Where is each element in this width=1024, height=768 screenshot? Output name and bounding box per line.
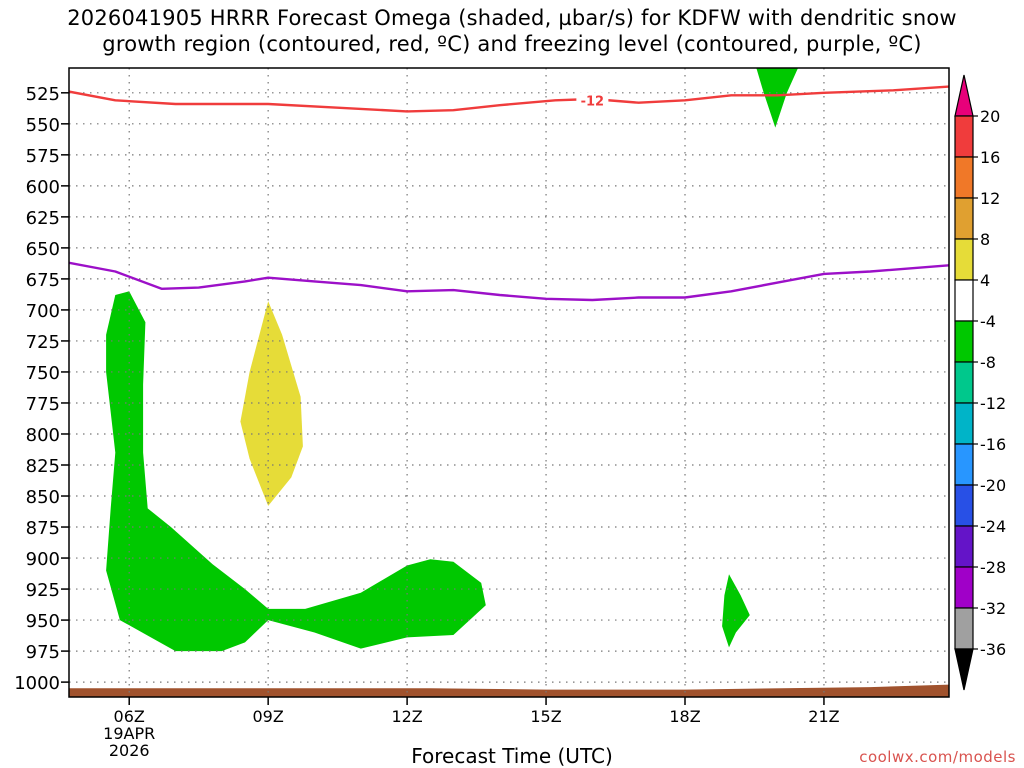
y-tick-label-875: 875 xyxy=(26,518,60,539)
x-tick-label-18Z: 18Z xyxy=(669,707,700,726)
x-axis-label: Forecast Time (UTC) xyxy=(411,744,613,768)
x-tick-label-09Z: 09Z xyxy=(252,707,283,726)
y-tick-label-525: 525 xyxy=(26,84,60,105)
y-tick-label-575: 575 xyxy=(26,146,60,167)
y-tick-label-800: 800 xyxy=(26,425,60,446)
colorbar-label-6: -8 xyxy=(980,353,996,372)
colorbar-label-13: -36 xyxy=(980,640,1006,659)
y-tick-label-750: 750 xyxy=(26,363,60,384)
y-tick-label-925: 925 xyxy=(26,580,60,601)
omega-region-3 xyxy=(756,68,799,128)
colorbar-swatch-4 xyxy=(954,238,974,281)
colorbar-label-7: -12 xyxy=(980,394,1006,413)
colorbar-label-12: -32 xyxy=(980,599,1006,618)
colorbar-top-arrow xyxy=(954,74,974,117)
colorbar-swatch-9 xyxy=(954,443,974,486)
colorbar-swatch-3 xyxy=(954,197,974,240)
y-tick-label-1000: 1000 xyxy=(14,673,60,694)
colorbar-bottom-arrow xyxy=(954,648,974,691)
colorbar-swatch-10 xyxy=(954,484,974,527)
colorbar-label-11: -28 xyxy=(980,558,1006,577)
colorbar-label-2: 12 xyxy=(980,189,1000,208)
y-tick-label-900: 900 xyxy=(26,549,60,570)
colorbar-label-5: -4 xyxy=(980,312,996,331)
x-tick-label-21Z: 21Z xyxy=(808,707,839,726)
colorbar-swatch-2 xyxy=(954,156,974,199)
y-tick-label-625: 625 xyxy=(26,208,60,229)
x-tick-label-12Z: 12Z xyxy=(391,707,422,726)
omega-region-2 xyxy=(722,574,750,648)
y-tick-label-675: 675 xyxy=(26,270,60,291)
x-tick-label-06Z: 06Z xyxy=(114,707,145,726)
colorbar-swatch-6 xyxy=(954,320,974,363)
plot-frame xyxy=(68,67,950,698)
credit-text: coolwx.com/models xyxy=(859,748,1016,766)
y-tick-label-950: 950 xyxy=(26,611,60,632)
omega-region-1 xyxy=(240,301,303,506)
x-sublabel-1: 2026 xyxy=(109,741,150,760)
surface-terrain xyxy=(69,684,949,697)
contour-line-1 xyxy=(69,261,949,302)
x-tick-label-15Z: 15Z xyxy=(530,707,561,726)
y-tick-label-650: 650 xyxy=(26,239,60,260)
y-tick-label-700: 700 xyxy=(26,301,60,322)
colorbar-swatch-7 xyxy=(954,361,974,404)
colorbar-label-10: -24 xyxy=(980,517,1006,536)
colorbar-label-1: 16 xyxy=(980,148,1000,167)
colorbar-label-9: -20 xyxy=(980,476,1006,495)
x-sublabel-0: 19APR xyxy=(103,724,155,743)
colorbar-swatch-8 xyxy=(954,402,974,445)
colorbar-label-0: 20 xyxy=(980,107,1000,126)
y-tick-label-600: 600 xyxy=(26,177,60,198)
contour-label-bg xyxy=(576,92,609,109)
colorbar-swatch-12 xyxy=(954,566,974,609)
colorbar-swatch-11 xyxy=(954,525,974,568)
colorbar-swatch-13 xyxy=(954,607,974,650)
y-tick-label-850: 850 xyxy=(26,487,60,508)
colorbar-label-8: -16 xyxy=(980,435,1006,454)
colorbar-swatch-5 xyxy=(954,279,974,322)
y-tick-label-550: 550 xyxy=(26,115,60,136)
y-tick-label-825: 825 xyxy=(26,456,60,477)
colorbar-label-3: 8 xyxy=(980,230,990,249)
chart-title-line-2: growth region (contoured, red, ºC) and f… xyxy=(102,32,922,56)
colorbar-swatch-1 xyxy=(954,115,974,158)
colorbar-label-4: 4 xyxy=(980,271,990,290)
y-tick-label-725: 725 xyxy=(26,332,60,353)
y-tick-label-975: 975 xyxy=(26,642,60,663)
chart-title-line-1: 2026041905 HRRR Forecast Omega (shaded, … xyxy=(67,6,957,30)
omega-region-0 xyxy=(106,291,486,652)
contour-line-0 xyxy=(69,85,949,113)
contour-label-minus-12: -12 xyxy=(581,94,605,109)
y-tick-label-775: 775 xyxy=(26,394,60,415)
plot-area: -12 xyxy=(69,68,949,697)
